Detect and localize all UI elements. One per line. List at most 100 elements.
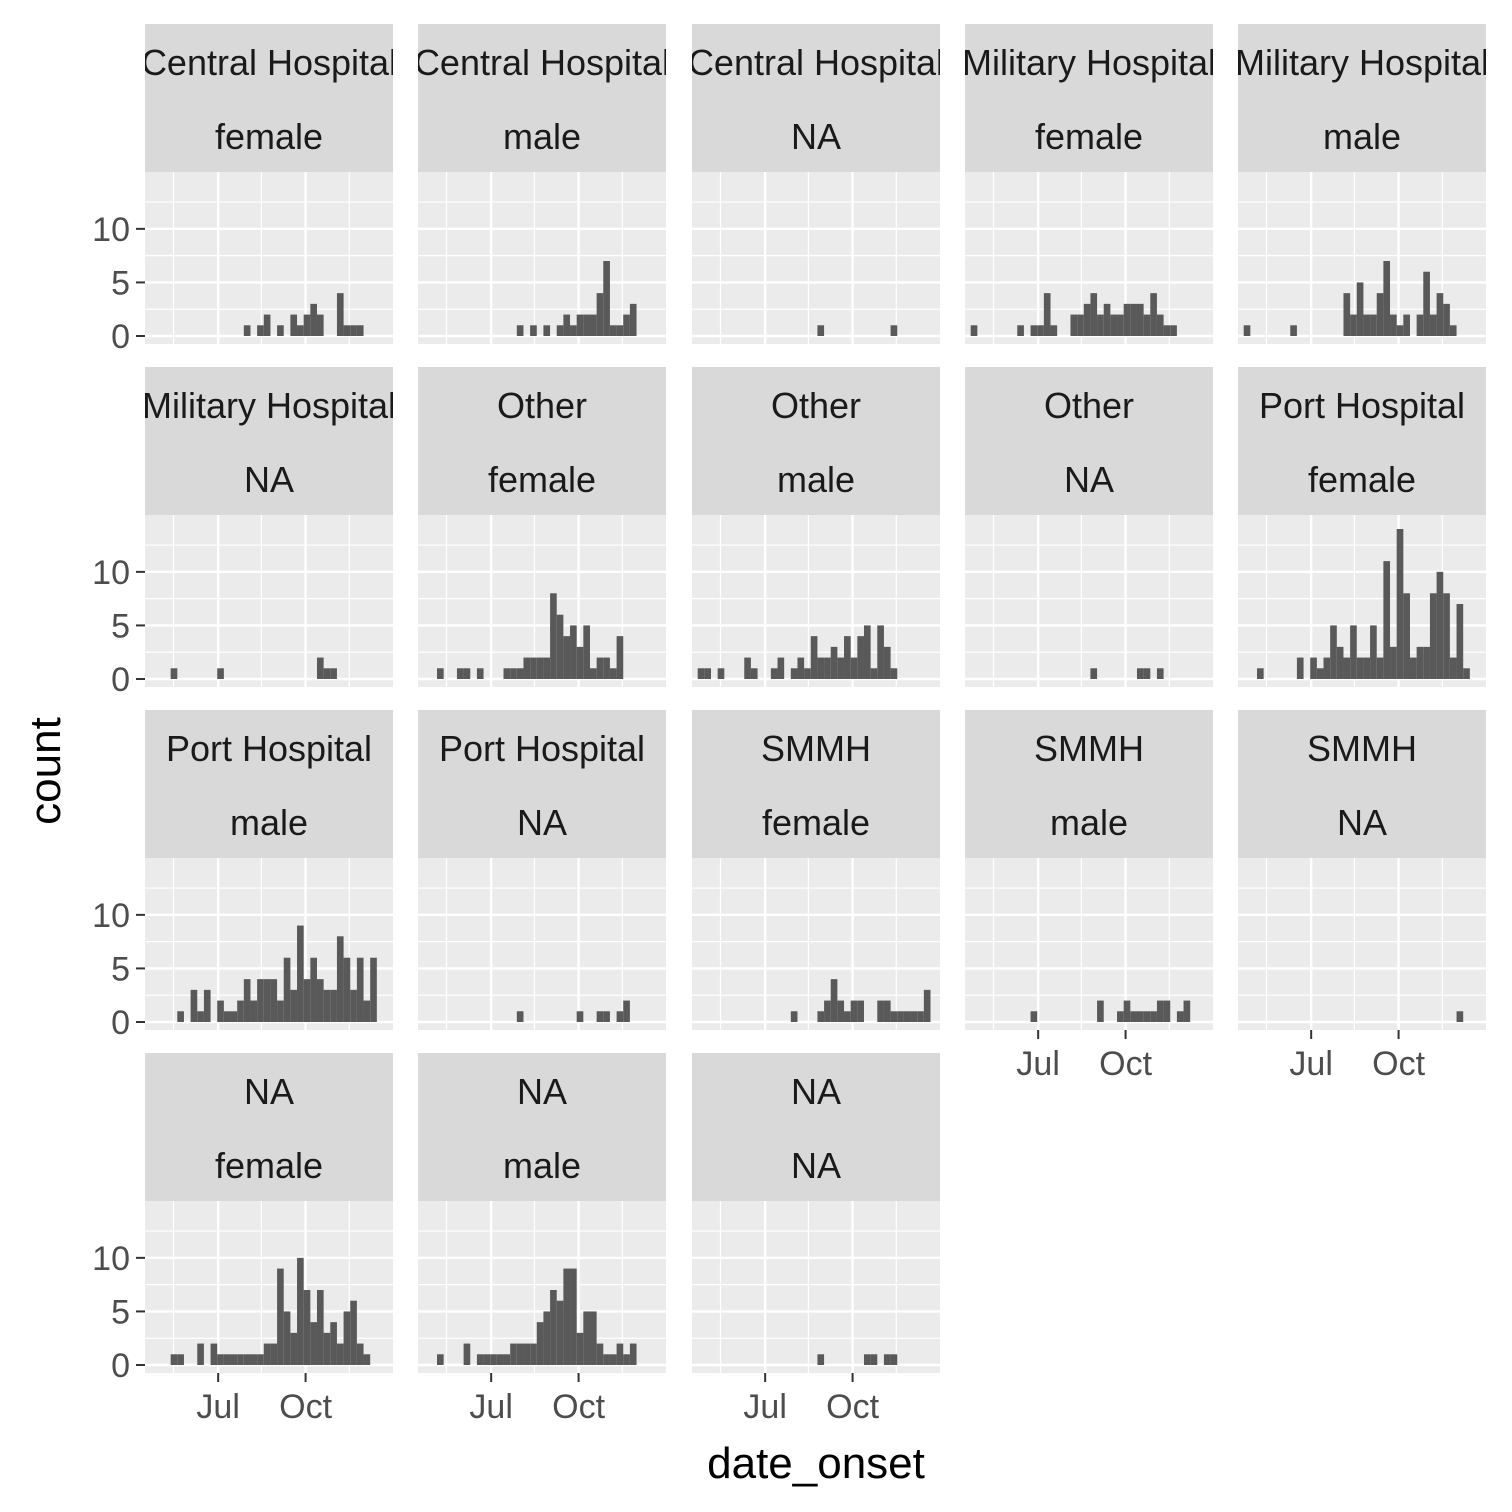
histogram-bar [1416,314,1424,336]
histogram-bar [1090,668,1098,679]
facet-strip [692,710,940,858]
facet-panel: Other male [692,367,940,687]
histogram-bar [1123,1000,1131,1022]
y-tick-label: 5 [111,950,130,988]
facet-strip [692,1053,940,1201]
facet-strip-gender: NA [791,1145,841,1186]
facet-strip-hospital: Central Hospital [141,42,397,83]
panel-background [965,515,1213,687]
histogram-bar [570,325,577,336]
histogram-bar [243,979,251,1022]
histogram-bar [350,1300,357,1365]
histogram-bar [257,325,264,336]
histogram-bar [570,625,577,679]
histogram-bar [1390,314,1397,336]
histogram-bar [1436,571,1444,679]
panel-background [1238,858,1486,1030]
histogram-bar [1456,1011,1464,1022]
facet-panel: Other NA [965,367,1213,687]
histogram-bar [857,636,864,679]
histogram-bar [563,636,571,679]
histogram-bar [603,1011,610,1022]
y-tick-label: 10 [92,211,130,249]
histogram-bar [1423,271,1430,336]
histogram-bar [177,1011,184,1022]
histogram-bar [210,1343,218,1365]
facet-panel: NA male Jul Oct [418,1053,666,1426]
histogram-bar [1156,314,1164,336]
histogram-bar [1017,325,1024,336]
histogram-bar [1083,303,1091,336]
histogram-bar [243,325,251,336]
histogram-bar [704,668,712,679]
histogram-bar [1330,625,1337,679]
histogram-bar [316,1290,324,1365]
histogram-bar [1463,668,1470,679]
histogram-bar [1123,303,1131,336]
panel-background [692,1201,940,1373]
histogram-bar [277,325,284,336]
facet-strip-gender: female [215,1145,323,1186]
histogram-bar [437,668,444,679]
panel-background [965,858,1213,1030]
histogram-bar [1396,325,1404,336]
facet-strip-hospital: Central Hospital [414,42,670,83]
histogram-bar [857,1000,864,1022]
facet-strip-gender: male [777,459,855,500]
histogram-bar [283,957,291,1022]
histogram-bar [596,1343,604,1365]
histogram-bar [1423,646,1430,679]
facet-panel: Military Hospital male [1235,24,1489,344]
histogram-bar [1403,314,1410,336]
facet-strip [145,710,393,858]
x-tick-label: Jul [196,1388,239,1426]
facet-strip-hospital: NA [791,1071,841,1112]
histogram-bar [596,1011,604,1022]
facet-panel: Central Hospital female 0 5 10 [92,24,397,356]
y-tick-label: 10 [92,554,130,592]
y-tick-label: 0 [111,1347,130,1385]
histogram-bar [290,1332,298,1365]
histogram-bar [870,668,878,679]
facet-strip [418,367,666,515]
histogram-bar [1343,657,1351,679]
histogram-bar [589,668,597,679]
histogram-bar [563,314,571,336]
histogram-bar [336,936,344,1022]
histogram-bar [536,1322,544,1365]
histogram-bar [883,646,891,679]
histogram-bar [1143,1011,1151,1022]
facet-strip-gender: NA [517,802,567,843]
histogram-bar [330,668,337,679]
histogram-bar [844,1011,851,1022]
histogram-bar [223,1011,231,1022]
histogram-bar [556,1300,564,1365]
facet-strip-hospital: Central Hospital [688,42,944,83]
histogram-bar [1077,314,1084,336]
facet-strip-gender: female [1308,459,1416,500]
histogram-bar [530,1343,537,1365]
histogram-bar [1409,657,1417,679]
facet-panel: SMMH female [692,710,940,1030]
histogram-bar [777,657,785,679]
histogram-bar [817,1354,825,1365]
histogram-bar [583,625,590,679]
facet-strip-hospital: Military Hospital [1235,42,1489,83]
histogram-bar [750,668,758,679]
histogram-bar [297,925,304,1022]
histogram-bar [910,1011,918,1022]
y-tick-label: 5 [111,264,130,302]
histogram-bar [1436,293,1444,336]
histogram-bar [1350,625,1357,679]
x-tick-label: Oct [552,1388,605,1426]
histogram-bar [490,1354,497,1365]
histogram-bar [463,668,471,679]
histogram-bar [1143,314,1151,336]
histogram-bar [1163,325,1171,336]
facet-panels: Central Hospital female 0 5 10 Central Hospit… [92,24,1489,1426]
histogram-bar [277,1268,284,1365]
y-tick-label: 0 [111,1004,130,1042]
histogram-bar [323,989,331,1022]
histogram-bar [576,1011,584,1022]
